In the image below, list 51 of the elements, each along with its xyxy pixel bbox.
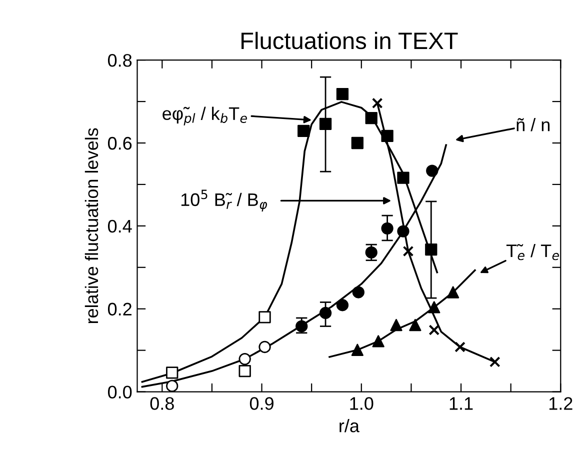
point — [238, 364, 251, 378]
point — [166, 366, 178, 379]
x-tick-label: 1.1 — [450, 397, 473, 410]
point — [425, 243, 438, 256]
x-tick-label: 1.2 — [549, 397, 572, 410]
point — [365, 246, 378, 259]
x-tick-label: 1.0 — [350, 397, 374, 410]
point — [381, 130, 394, 142]
point — [397, 172, 410, 184]
point — [319, 118, 332, 130]
point — [489, 356, 500, 368]
line-series — [328, 269, 476, 358]
x-axis-title: r/a — [340, 419, 360, 432]
point — [351, 136, 364, 150]
point — [390, 318, 402, 332]
point — [426, 164, 438, 177]
point — [365, 112, 378, 124]
annotation: 10$^{5}$ B̃$_{r}$ / B$_{φ}$ — [181, 190, 268, 212]
point — [336, 88, 349, 100]
point — [402, 246, 414, 257]
point — [428, 324, 440, 336]
annotation: T̃$_{e}$ / T$_{e}$ — [506, 244, 559, 260]
point — [397, 225, 410, 238]
y-tick-label: 0.0 — [108, 386, 132, 398]
y-axis-title: relative fluctuation levels — [84, 128, 98, 324]
point — [258, 311, 271, 324]
point — [454, 342, 466, 352]
point — [166, 380, 178, 392]
point — [372, 335, 384, 348]
annotation: eφ̃$_{pl}$ / k$_{b}$T$_{e}$ — [162, 106, 247, 126]
point — [446, 286, 460, 298]
y-tick-label: 0.2 — [108, 302, 132, 316]
point — [409, 318, 422, 332]
point — [258, 340, 271, 354]
point — [351, 344, 364, 356]
point — [428, 301, 440, 314]
point — [372, 98, 383, 109]
point — [238, 352, 251, 366]
y-tick-label: 0.8 — [108, 54, 132, 67]
y-tick-label: 0.4 — [108, 220, 132, 233]
y-tick-label: 0.6 — [108, 136, 132, 150]
point — [336, 299, 349, 312]
point — [381, 222, 394, 234]
x-tick-label: 0.9 — [250, 397, 274, 410]
chart-title: Fluctuations in TEXT — [242, 32, 458, 50]
point — [319, 306, 332, 320]
annotation: ñ / n — [516, 118, 550, 132]
point — [296, 320, 308, 332]
x-tick-label: 0.8 — [150, 397, 174, 410]
point — [298, 124, 310, 138]
point — [352, 286, 364, 298]
